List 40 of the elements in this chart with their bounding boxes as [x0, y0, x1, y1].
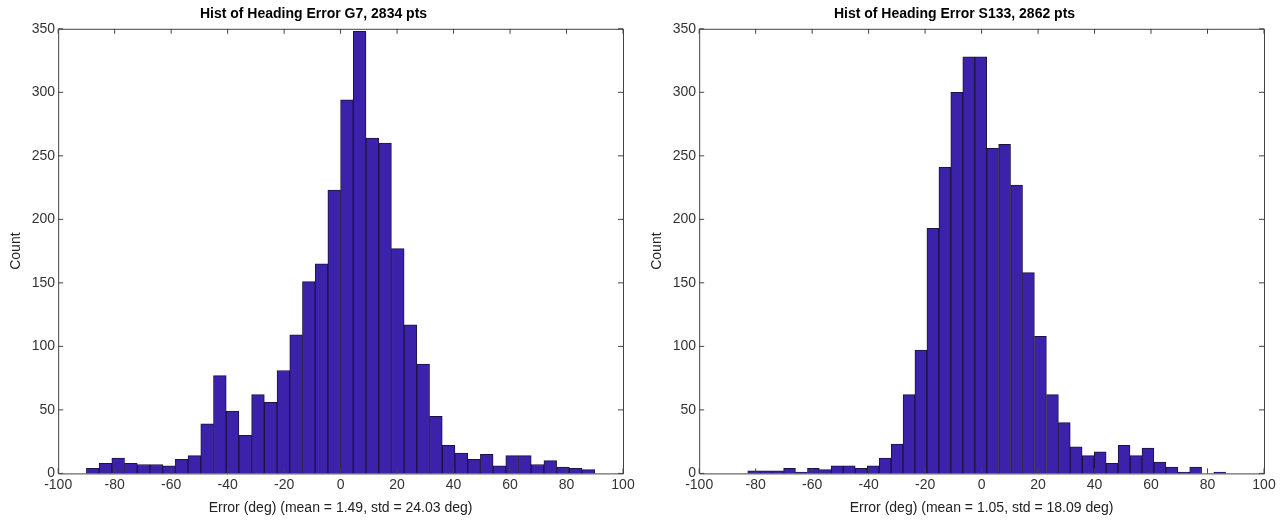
x-axis-title: Error (deg) (mean = 1.49, std = 24.03 deg): [208, 499, 473, 516]
x-tick-label: 80: [558, 475, 575, 492]
y-tick-label: 250: [672, 146, 697, 163]
y-tick-label: 100: [672, 337, 697, 354]
y-tick-label: 250: [31, 146, 56, 163]
x-tick-label: -20: [273, 475, 295, 492]
x-tick-label: 100: [1252, 475, 1276, 492]
x-tick-label: -80: [104, 475, 125, 492]
y-tick-label: 100: [31, 337, 56, 354]
y-tick-label: 300: [672, 83, 697, 100]
x-tick-label: 0: [336, 475, 345, 492]
x-tick-label: -20: [914, 475, 936, 492]
x-tick-label: 60: [1143, 475, 1160, 492]
y-tick-label: 200: [672, 210, 697, 227]
y-tick-label: 150: [31, 273, 56, 290]
x-tick-label: 20: [389, 475, 406, 492]
y-axis-title: Count: [7, 232, 24, 270]
x-tick-label: 60: [502, 475, 519, 492]
y-tick-label: 200: [31, 210, 56, 227]
chart-title: Hist of Heading Error S133, 2862 pts: [833, 5, 1076, 22]
x-axis-title: Error (deg) (mean = 1.05, std = 18.09 deg): [849, 499, 1114, 516]
y-tick-label: 350: [672, 19, 697, 36]
x-tick-label: 0: [977, 475, 986, 492]
y-tick-label: 50: [680, 400, 697, 417]
x-tick-label: 20: [1030, 475, 1047, 492]
y-tick-label: 350: [31, 19, 56, 36]
x-tick-label: -40: [217, 475, 238, 492]
y-axis-title: Count: [648, 232, 665, 270]
y-tick-label: 50: [39, 400, 56, 417]
y-tick-label: 150: [672, 273, 697, 290]
x-tick-label: -60: [802, 475, 823, 492]
chart-title: Hist of Heading Error G7, 2834 pts: [199, 5, 428, 22]
x-tick-label: 40: [445, 475, 462, 492]
x-tick-label: 40: [1086, 475, 1103, 492]
x-tick-label: -60: [161, 475, 182, 492]
x-tick-label: 100: [611, 475, 635, 492]
y-tick-label: 300: [31, 83, 56, 100]
x-tick-label: -40: [858, 475, 879, 492]
x-tick-label: -80: [745, 475, 766, 492]
x-tick-label: 80: [1199, 475, 1216, 492]
